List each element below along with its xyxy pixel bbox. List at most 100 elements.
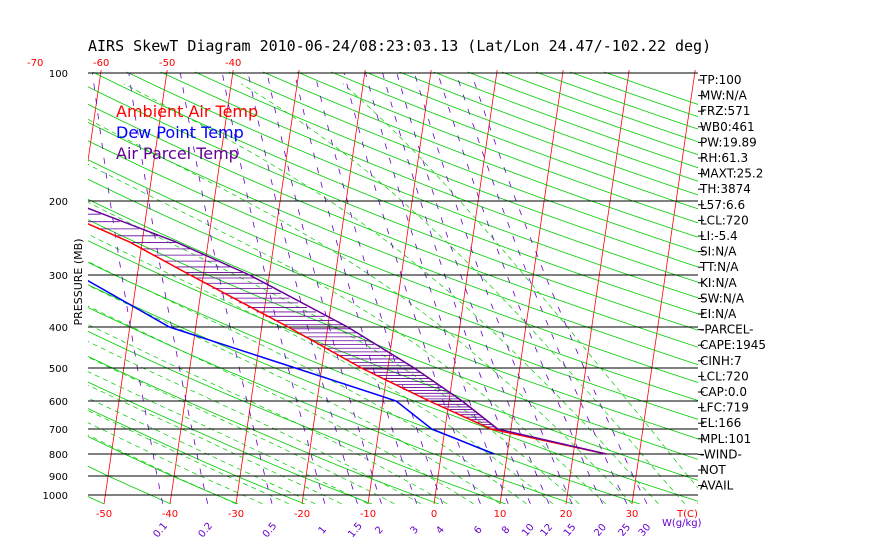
dry-adiabat-line xyxy=(365,71,698,196)
bottom-temp-tick-label: -40 xyxy=(162,509,178,520)
moist-adiabat-line xyxy=(342,83,698,489)
mixing-ratio-line xyxy=(92,72,164,504)
dry-adiabat-line xyxy=(331,71,698,210)
chart-title: AIRS SkewT Diagram 2010-06-24/08:23:03.1… xyxy=(88,37,711,55)
dry-adiabat-line xyxy=(88,140,698,383)
isotherm-line xyxy=(103,70,168,504)
mixing-ratio-tick-label: 25 xyxy=(617,522,634,539)
sounding-index: TH:3874 xyxy=(699,182,751,196)
moist-adiabat-line xyxy=(88,164,606,504)
pressure-ticks: 100 200 300 400 500 600 700 800 900 1000 xyxy=(43,69,68,502)
dry-adiabat-line xyxy=(433,71,698,169)
sounding-index: RH:61.3 xyxy=(700,151,748,165)
mixing-ratio-tick-label: 20 xyxy=(592,522,609,539)
moist-adiabat-line xyxy=(88,324,448,504)
isotherm-line xyxy=(235,70,300,504)
moist-adiabat-line xyxy=(88,341,421,504)
sounding-index: PW:19.89 xyxy=(700,135,757,149)
bottom-temp-tick-label: 0 xyxy=(431,509,437,520)
sounding-index: MAXT:25.2 xyxy=(700,167,763,181)
sounding-index: CAPE:1945 xyxy=(700,338,766,352)
isotherm-line xyxy=(764,70,827,504)
dry-adiabat-line xyxy=(88,381,373,504)
top-temp-tick-label: -50 xyxy=(159,58,175,69)
legend-ambient-air-temp: Ambient Air Temp xyxy=(116,102,258,121)
dry-adiabat-line xyxy=(88,307,573,504)
sounding-index: LFC:719 xyxy=(700,401,749,415)
mixing-ratio-line xyxy=(128,72,209,504)
dry-adiabat-line xyxy=(297,71,698,224)
pressure-tick-label: 600 xyxy=(49,397,68,408)
dry-adiabat-line xyxy=(160,71,698,283)
sounding-index: CAP:0.0 xyxy=(700,385,747,399)
dry-adiabat-line xyxy=(88,330,506,504)
dry-adiabat-line xyxy=(88,159,698,402)
dry-adiabat-line xyxy=(88,198,698,440)
mixing-ratio-ticks: 0.1 0.2 0.5 1 1.5 2 3 4 6 8 10 12 15 20 25 30 W(g/kg) xyxy=(151,518,701,540)
sounding-index: SI:N/A xyxy=(700,245,737,259)
dry-adiabat-line xyxy=(88,355,439,504)
pressure-tick-label: 500 xyxy=(49,364,68,375)
moist-adiabat-line xyxy=(88,201,580,504)
pressure-tick-label: 200 xyxy=(49,197,68,208)
isotherm-line xyxy=(0,70,35,504)
bottom-temp-unit: T(C) xyxy=(676,509,698,520)
sounding-index: KI:N/A xyxy=(700,276,737,290)
sounding-index: AVAIL xyxy=(700,479,734,493)
dry-adiabat-line xyxy=(92,71,698,315)
isotherm-line xyxy=(367,70,432,504)
mixing-ratio-tick-label: 30 xyxy=(637,522,654,539)
mixing-ratio-tick-label: 8 xyxy=(500,524,513,536)
mixing-ratio-tick-label: 0.1 xyxy=(151,521,170,540)
mixing-ratio-line xyxy=(455,72,628,504)
mixing-ratio-tick-label: 0.2 xyxy=(196,521,215,540)
mixing-ratio-line xyxy=(365,72,509,504)
dry-adiabat-line xyxy=(228,71,698,253)
dry-adiabat-line xyxy=(501,71,698,143)
sounding-index: LCL:720 xyxy=(700,369,749,383)
mixing-ratio-line xyxy=(382,72,531,504)
dry-adiabat-line xyxy=(88,240,698,481)
bottom-temp-tick-label: 10 xyxy=(494,509,507,520)
dry-adiabat-line xyxy=(126,71,698,299)
pressure-tick-label: 800 xyxy=(49,450,68,461)
mixing-ratio-tick-label: 12 xyxy=(539,522,556,539)
mixing-ratio-line xyxy=(437,72,603,504)
mixing-ratio-line xyxy=(414,72,573,504)
mixing-ratio-line xyxy=(247,72,358,504)
bottom-temp-tick-label: -30 xyxy=(228,509,244,520)
dry-adiabat-line xyxy=(88,178,698,420)
pressure-tick-label: 1000 xyxy=(43,491,68,502)
sounding-index: -PARCEL- xyxy=(700,323,754,337)
dry-adiabat-line xyxy=(0,72,37,504)
moist-adiabat-line xyxy=(88,261,527,504)
mixing-ratio-tick-label: 2 xyxy=(373,524,386,536)
sounding-index: MW:N/A xyxy=(700,89,748,103)
mixing-ratio-unit: W(g/kg) xyxy=(662,518,702,529)
sounding-index: TP:100 xyxy=(699,73,742,87)
bottom-temp-tick-label: 30 xyxy=(626,509,639,520)
dry-adiabat-line xyxy=(88,121,698,366)
sounding-index: TT:N/A xyxy=(699,260,739,274)
mixing-ratio-line xyxy=(221,72,326,504)
mixing-ratio-tick-label: 3 xyxy=(409,524,422,536)
dew-point-line xyxy=(88,279,495,455)
mixing-ratio-tick-label: 4 xyxy=(434,524,447,536)
mixing-ratio-line xyxy=(343,72,481,504)
bottom-temp-ticks: -50 -40 -30 -20 -10 0 10 20 30 T(C) xyxy=(96,509,698,520)
mixing-ratio-tick-label: 1.5 xyxy=(346,521,365,540)
sounding-index: L57:6.6 xyxy=(700,198,745,212)
sounding-index: NOT xyxy=(700,463,726,477)
mixing-ratio-tick-label: 10 xyxy=(520,522,537,539)
isotherm-line xyxy=(433,70,498,504)
top-temp-tick-label: -40 xyxy=(225,58,241,69)
moist-adiabat-line xyxy=(123,83,659,504)
sounding-index: FRZ:571 xyxy=(700,104,750,118)
dry-adiabat-line xyxy=(399,71,698,182)
pressure-tick-label: 400 xyxy=(49,323,68,334)
bottom-temp-tick-label: -20 xyxy=(294,509,310,520)
sounding-index: MPL:101 xyxy=(700,432,751,446)
isotherm-line xyxy=(169,70,234,504)
top-temp-tick-label: -60 xyxy=(93,58,109,69)
